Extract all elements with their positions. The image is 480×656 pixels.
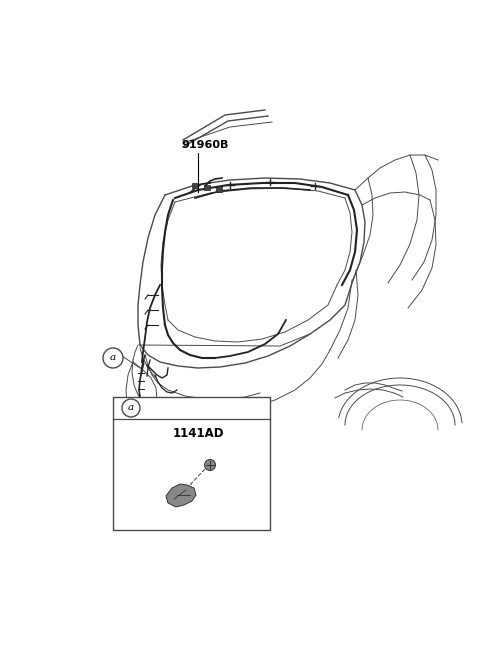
Polygon shape — [166, 484, 196, 507]
Circle shape — [204, 459, 216, 470]
Circle shape — [103, 348, 123, 368]
Text: a: a — [110, 354, 116, 363]
Circle shape — [122, 399, 140, 417]
Text: a: a — [128, 403, 134, 413]
Text: 91960B: 91960B — [181, 140, 228, 150]
Text: 1141AD: 1141AD — [173, 427, 225, 440]
Bar — [216, 186, 222, 192]
Bar — [204, 184, 210, 190]
Bar — [192, 182, 198, 188]
Bar — [113, 397, 270, 530]
